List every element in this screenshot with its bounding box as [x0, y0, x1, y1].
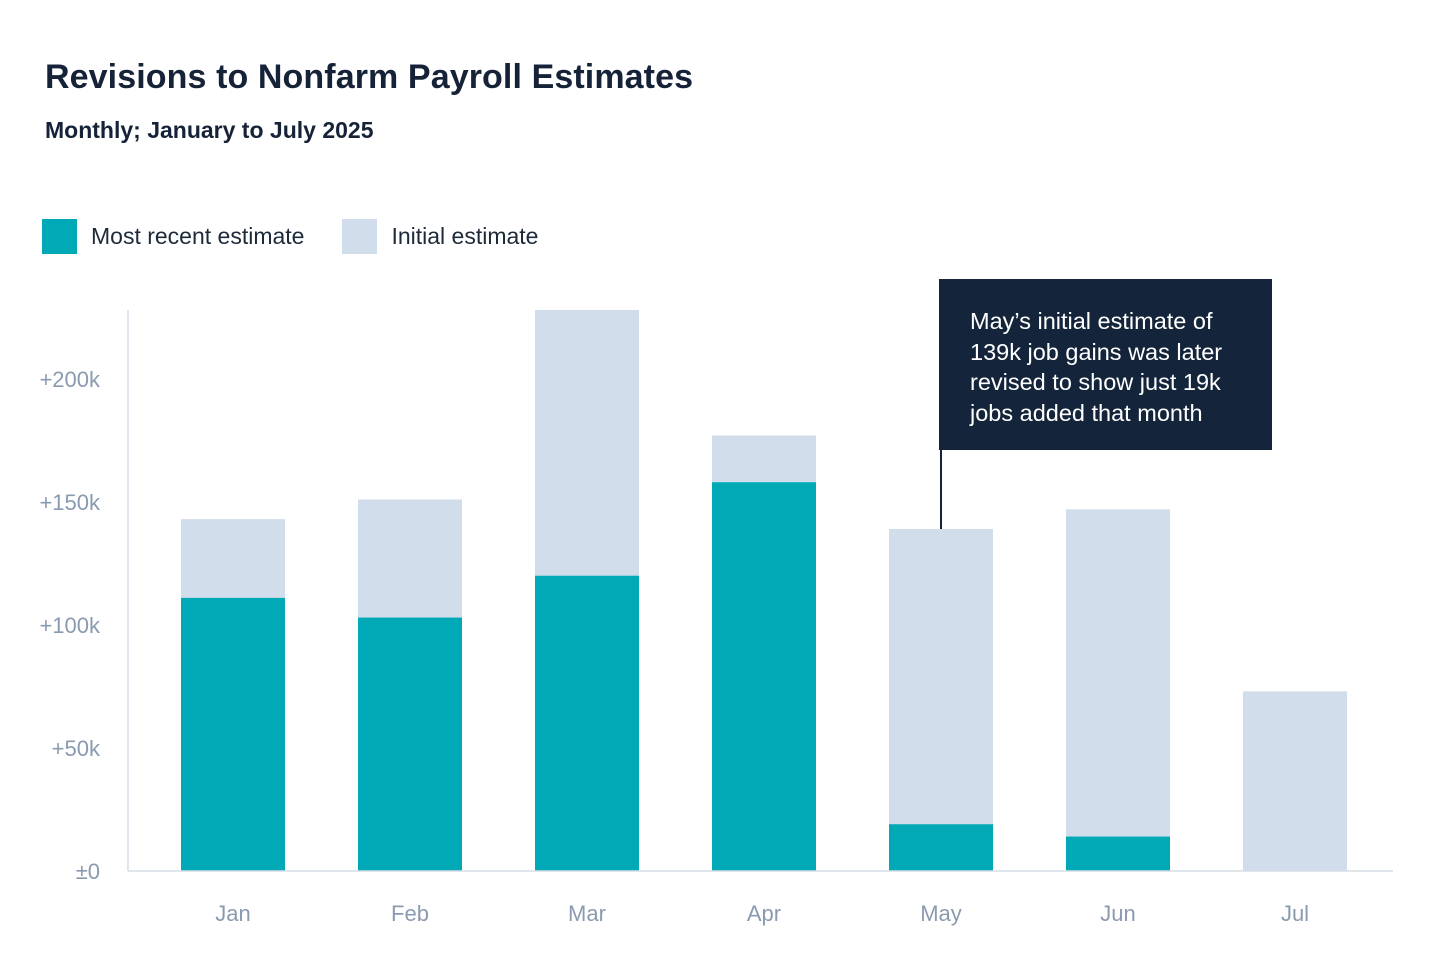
y-tick-label-50: +50k	[52, 736, 101, 761]
legend-item-initial: Initial estimate	[342, 219, 538, 254]
x-tick-label-jun: Jun	[1100, 901, 1135, 926]
legend-swatch-initial	[342, 219, 378, 254]
legend-label-recent: Most recent estimate	[91, 223, 305, 249]
x-tick-label-apr: Apr	[747, 901, 781, 926]
y-tick-label-200: +200k	[39, 367, 101, 392]
x-tick-label-may: May	[920, 901, 962, 926]
y-tick-label-150: +150k	[39, 490, 101, 515]
bar-recent-mar	[535, 575, 639, 871]
x-tick-label-jul: Jul	[1281, 901, 1309, 926]
y-tick-label-0: ±0	[76, 859, 100, 884]
bar-recent-jun	[1066, 836, 1170, 871]
bar-initial-jul	[1243, 691, 1347, 871]
legend-swatch-recent	[42, 219, 77, 254]
bar-initial-may	[889, 528, 993, 871]
x-tick-label-mar: Mar	[568, 901, 606, 926]
bar-recent-may	[889, 824, 993, 871]
x-tick-label-jan: Jan	[215, 901, 250, 926]
chart-subtitle: Monthly; January to July 2025	[45, 117, 374, 143]
bar-recent-feb	[358, 617, 462, 871]
legend-item-recent: Most recent estimate	[42, 219, 304, 254]
x-tick-label-feb: Feb	[391, 901, 429, 926]
legend: Most recent estimate Initial estimate	[42, 219, 576, 254]
chart-title: Revisions to Nonfarm Payroll Estimates	[45, 58, 694, 96]
bar-initial-jun	[1066, 509, 1170, 871]
bar-recent-jan	[181, 597, 285, 871]
legend-label-initial: Initial estimate	[391, 223, 539, 249]
bars-group	[181, 310, 1347, 871]
y-tick-label-100: +100k	[39, 613, 101, 638]
bar-recent-apr	[712, 482, 816, 871]
axes-group: Jan Feb Mar Apr May Jun Jul ±0 +50k +100k +150k +20…	[39, 310, 1393, 926]
annotation-callout: May’s initial estimate of 139k job gains…	[939, 279, 1272, 450]
